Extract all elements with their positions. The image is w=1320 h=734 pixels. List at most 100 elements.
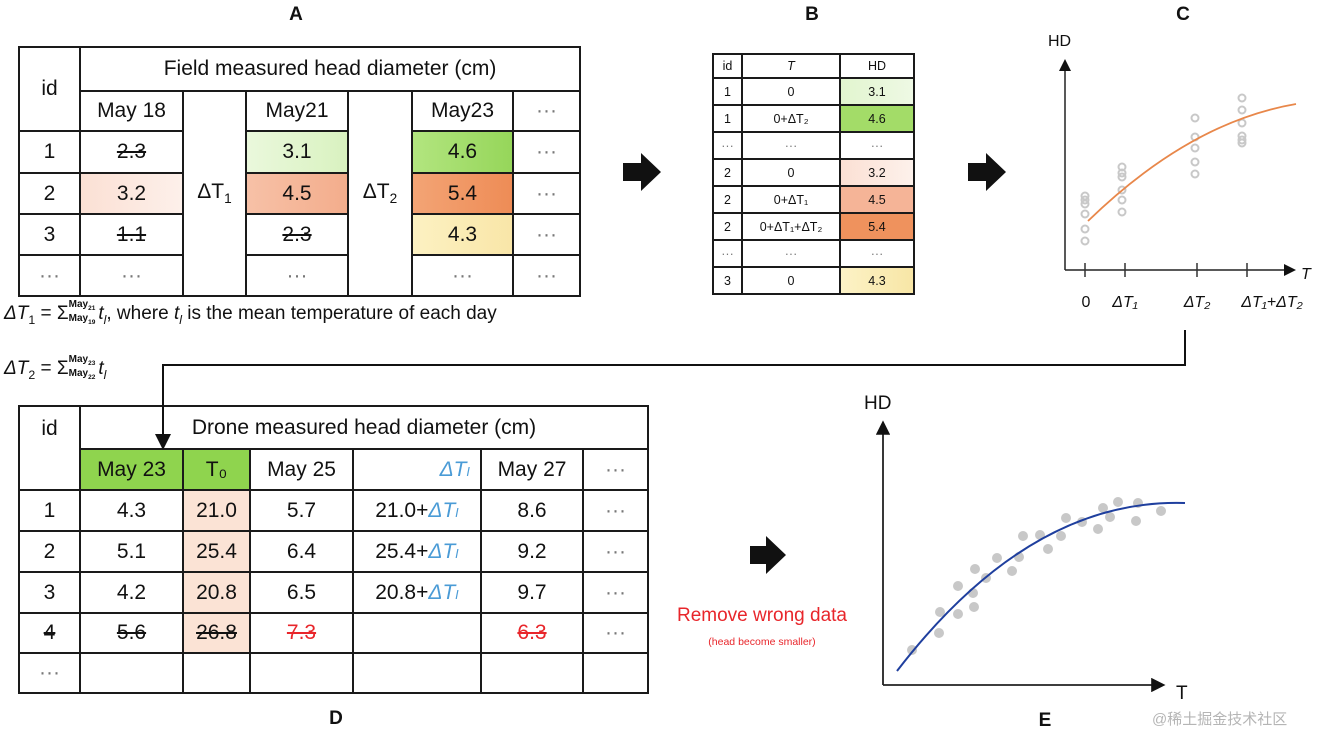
- table-row: 2 0+ΔT₁+ΔT₂ 5.4: [712, 212, 915, 241]
- more-cell: ···: [511, 213, 582, 256]
- e-data-point: [1105, 512, 1115, 522]
- delta-t2-cell: ΔT2: [347, 90, 413, 297]
- c-tick-label: ΔT₁+ΔT₂: [1241, 294, 1303, 311]
- c-data-point: [1117, 168, 1127, 178]
- e-data-point: [1131, 516, 1141, 526]
- c-x-label: T: [1301, 266, 1311, 283]
- value-cell: 2.3: [79, 130, 184, 174]
- e-data-point: [953, 609, 963, 619]
- panel-label-e: E: [1038, 710, 1052, 731]
- t0-header: T₀: [182, 448, 251, 491]
- more-cell: ···: [511, 172, 582, 215]
- value-cell: 5.4: [411, 172, 514, 215]
- delta-t1-cell: ΔT1: [182, 90, 247, 297]
- panel-label-a: A: [289, 4, 303, 25]
- e-data-point: [1093, 524, 1103, 534]
- header-t: T: [741, 53, 841, 79]
- c-data-point: [1190, 157, 1200, 167]
- more-cell: ···: [511, 130, 582, 174]
- table-row: ··· ··· ··· ··· ···: [18, 254, 582, 297]
- watermark: @稀土掘金技术社区: [1152, 711, 1288, 728]
- e-data-point: [935, 607, 945, 617]
- e-fit-curve: [896, 501, 1186, 672]
- e-data-point: [1156, 506, 1166, 516]
- table-row: 3 1.1 2.3 4.3 ···: [18, 213, 582, 256]
- e-data-point: [970, 564, 980, 574]
- c-data-point: [1080, 224, 1090, 234]
- annotation-sub: (head become smaller): [708, 636, 816, 648]
- value-cell: 3.2: [79, 172, 184, 215]
- table-row: 2 0+ΔT₁ 4.5: [712, 185, 915, 214]
- c-data-point: [1080, 209, 1090, 219]
- table-title: Field measured head diameter (cm): [78, 46, 582, 92]
- date-header: May 27: [480, 448, 584, 491]
- c-data-point: [1237, 93, 1247, 103]
- table-title: Drone measured head diameter (cm): [78, 405, 650, 450]
- table-row: 3 0 4.3: [712, 266, 915, 295]
- more-header: ···: [581, 448, 650, 491]
- c-data-point: [1190, 169, 1200, 179]
- table-row: ···: [18, 652, 650, 694]
- c-tick-label: 0: [1081, 294, 1091, 311]
- formula-delta-t2: ΔT2 = ΣMay23 May22 tl: [4, 354, 107, 382]
- formula-delta-t1: ΔT1 = ΣMay21 May19 tl, where tl is the mea…: [4, 299, 497, 327]
- value-cell: ···: [245, 254, 349, 297]
- more-cell: ···: [511, 254, 582, 297]
- c-data-point: [1237, 138, 1247, 148]
- flow-arrow-icon: [750, 536, 786, 574]
- table-row: ··· ··· ···: [712, 239, 915, 268]
- id-header: id: [18, 46, 81, 132]
- c-y-label: HD: [1048, 33, 1072, 50]
- c-tick-label: ΔT₁: [1112, 294, 1138, 311]
- e-data-point: [992, 553, 1002, 563]
- table-row: 3 4.2 20.8 6.5 20.8+ΔTₗ 9.7 ···: [18, 571, 650, 614]
- header-hd: HD: [839, 53, 915, 79]
- e-data-point: [1043, 544, 1053, 554]
- table-row-removed: 4 5.6 26.8 7.3 6.3 ···: [18, 612, 650, 654]
- panel-label-d: D: [329, 708, 343, 729]
- e-x-label: T: [1176, 683, 1188, 704]
- table-row: 1 4.3 21.0 5.7 21.0+ΔTₗ 8.6 ···: [18, 489, 650, 532]
- value-cell: 4.3: [411, 213, 514, 256]
- c-data-point: [1237, 135, 1247, 145]
- c-data-point: [1237, 118, 1247, 128]
- c-data-point: [1237, 105, 1247, 115]
- table-row: ··· ··· ···: [712, 131, 915, 160]
- value-cell: 3.1: [245, 130, 349, 174]
- e-data-point: [1061, 513, 1071, 523]
- value-cell: 2.3: [245, 213, 349, 256]
- value-cell: ···: [79, 254, 184, 297]
- table-row: 1 0+ΔT₂ 4.6: [712, 104, 915, 133]
- panel-label-c: C: [1176, 4, 1190, 25]
- e-y-label: HD: [864, 393, 892, 414]
- e-data-point: [953, 581, 963, 591]
- id-cell: 2: [18, 172, 81, 215]
- table-row: 1 2.3 3.1 4.6 ···: [18, 130, 582, 174]
- table-row: 2 5.1 25.4 6.4 25.4+ΔTₗ 9.2 ···: [18, 530, 650, 573]
- table-row: 1 0 3.1: [712, 77, 915, 106]
- c-data-point: [1117, 185, 1127, 195]
- field-measurement-table: id Field measured head diameter (cm) May…: [18, 46, 582, 297]
- e-data-point: [969, 602, 979, 612]
- id-header: id: [18, 405, 81, 491]
- value-cell: ···: [411, 254, 514, 297]
- delta-tl-header: ΔTₗ: [352, 448, 482, 491]
- c-tick-label: ΔT₂: [1183, 294, 1211, 311]
- date-header: May 25: [249, 448, 354, 491]
- e-data-point: [1007, 566, 1017, 576]
- chart-c: [1059, 59, 1297, 277]
- table-row: 2 3.2 4.5 5.4 ···: [18, 172, 582, 215]
- c-data-point: [1117, 207, 1127, 217]
- flow-arrow-icon: [968, 153, 1006, 191]
- value-cell: 4.6: [411, 130, 514, 174]
- e-data-point: [1018, 531, 1028, 541]
- e-data-point: [1098, 503, 1108, 513]
- c-data-point: [1080, 199, 1090, 209]
- c-data-point: [1080, 236, 1090, 246]
- c-data-point: [1190, 113, 1200, 123]
- c-data-point: [1117, 195, 1127, 205]
- c-data-point: [1117, 172, 1127, 182]
- connector-line: [155, 330, 1186, 450]
